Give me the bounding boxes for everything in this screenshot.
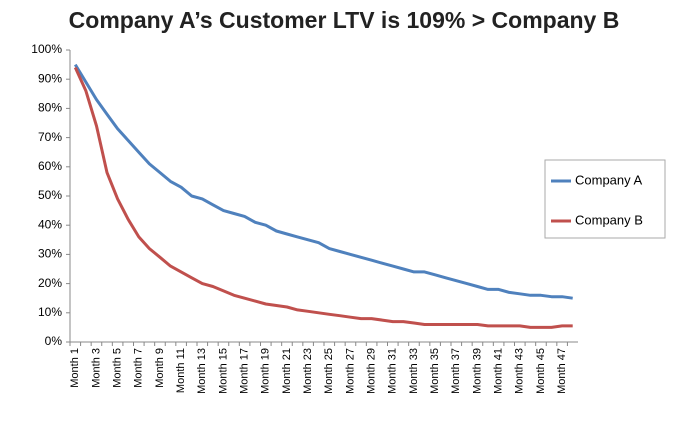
x-tick-label: Month 25 <box>323 348 335 394</box>
series-line <box>73 66 573 329</box>
legend-box <box>544 159 666 239</box>
y-tick-label: 30% <box>38 247 62 261</box>
y-tick-label: 50% <box>38 188 62 202</box>
x-tick-label: Month 35 <box>429 348 441 394</box>
y-tick-label: 80% <box>38 101 62 115</box>
x-tick-label: Month 17 <box>239 348 251 394</box>
x-tick-label: Month 47 <box>556 348 568 394</box>
legend-label: Company B <box>575 212 643 227</box>
y-tick-label: 0% <box>45 334 63 348</box>
x-tick-label: Month 21 <box>281 348 293 394</box>
x-tick-label: Month 23 <box>302 348 314 394</box>
x-tick-label: Month 43 <box>514 348 526 394</box>
x-tick-label: Month 31 <box>387 348 399 394</box>
x-tick-label: Month 29 <box>366 348 378 394</box>
legend-label: Company A <box>575 172 643 187</box>
y-tick-label: 40% <box>38 217 62 231</box>
x-tick-label: Month 9 <box>154 348 166 388</box>
y-tick-label: 10% <box>38 305 62 319</box>
x-tick-label: Month 39 <box>471 348 483 394</box>
chart-title: Company A’s Customer LTV is 109% > Compa… <box>69 7 620 33</box>
x-tick-label: Month 13 <box>196 348 208 394</box>
x-tick-label: Month 37 <box>450 348 462 394</box>
x-tick-label: Month 15 <box>217 348 229 394</box>
x-tick-label: Month 1 <box>69 348 81 388</box>
series-line <box>74 63 573 300</box>
x-tick-label: Month 19 <box>260 348 272 394</box>
x-tick-label: Month 45 <box>535 348 547 394</box>
x-tick-label: Month 3 <box>90 348 102 388</box>
y-tick-label: 20% <box>38 276 62 290</box>
x-tick-label: Month 27 <box>344 348 356 394</box>
x-tick-label: Month 5 <box>112 348 124 388</box>
y-tick-label: 100% <box>31 42 62 56</box>
x-tick-label: Month 7 <box>133 348 145 388</box>
y-tick-label: 70% <box>38 130 62 144</box>
y-tick-label: 60% <box>38 159 62 173</box>
x-tick-label: Month 41 <box>493 348 505 394</box>
x-tick-label: Month 33 <box>408 348 420 394</box>
y-tick-label: 90% <box>38 71 62 85</box>
x-tick-label: Month 11 <box>175 348 187 393</box>
